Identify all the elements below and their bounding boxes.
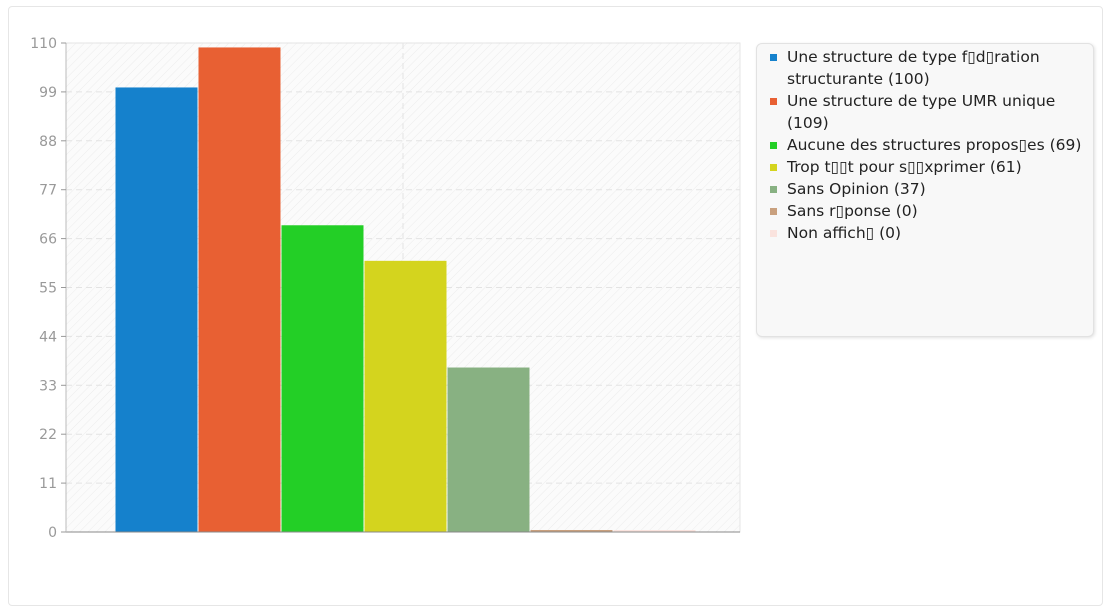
bar[interactable] [613, 530, 696, 532]
legend-item[interactable]: Une structure de type f▯d▯ration structu… [765, 46, 1085, 90]
y-tick-label: 22 [39, 427, 57, 443]
legend-swatch [770, 98, 777, 105]
y-tick-label: 77 [39, 183, 57, 199]
y-tick-label: 0 [48, 525, 57, 541]
y-tick-label: 11 [39, 476, 57, 492]
legend-label: Sans r▯ponse (0) [787, 202, 918, 220]
legend-label: Une structure de type UMR unique (109) [787, 92, 1056, 132]
bar[interactable] [364, 260, 447, 532]
legend-item[interactable]: Non affich▯ (0) [765, 222, 1085, 244]
legend-item[interactable]: Aucune des structures propos▯es (69) [765, 134, 1085, 156]
y-tick-label: 55 [39, 281, 57, 297]
legend-swatch [770, 54, 777, 61]
legend-label: Une structure de type f▯d▯ration structu… [787, 48, 1040, 88]
y-tick-label: 33 [39, 378, 57, 394]
y-tick-label: 110 [30, 36, 57, 52]
legend-item[interactable]: Trop t▯▯t pour s▯▯xprimer (61) [765, 156, 1085, 178]
bar[interactable] [281, 225, 364, 532]
bar[interactable] [447, 367, 530, 532]
legend-item[interactable]: Sans Opinion (37) [765, 178, 1085, 200]
bars [115, 47, 696, 533]
legend-label: Trop t▯▯t pour s▯▯xprimer (61) [787, 158, 1022, 176]
y-tick-labels: 0 11 22 33 44 55 66 77 88 99 110 [30, 36, 66, 541]
bar[interactable] [530, 530, 613, 532]
y-tick-label: 44 [39, 329, 57, 345]
legend-swatch [770, 142, 777, 149]
legend-swatch [770, 208, 777, 215]
legend-swatch [770, 230, 777, 237]
y-tick-label: 99 [39, 85, 57, 101]
bar[interactable] [198, 47, 281, 532]
legend-label: Non affich▯ (0) [787, 224, 902, 242]
y-tick-label: 88 [39, 134, 57, 150]
legend-swatch [770, 164, 777, 171]
legend: Une structure de type f▯d▯ration structu… [756, 43, 1094, 337]
y-tick-label: 66 [39, 232, 57, 248]
legend-item[interactable]: Une structure de type UMR unique (109) [765, 90, 1085, 134]
legend-item[interactable]: Sans r▯ponse (0) [765, 200, 1085, 222]
legend-label: Sans Opinion (37) [787, 180, 926, 198]
legend-swatch [770, 186, 777, 193]
bar[interactable] [115, 87, 198, 533]
legend-label: Aucune des structures propos▯es (69) [787, 136, 1082, 154]
